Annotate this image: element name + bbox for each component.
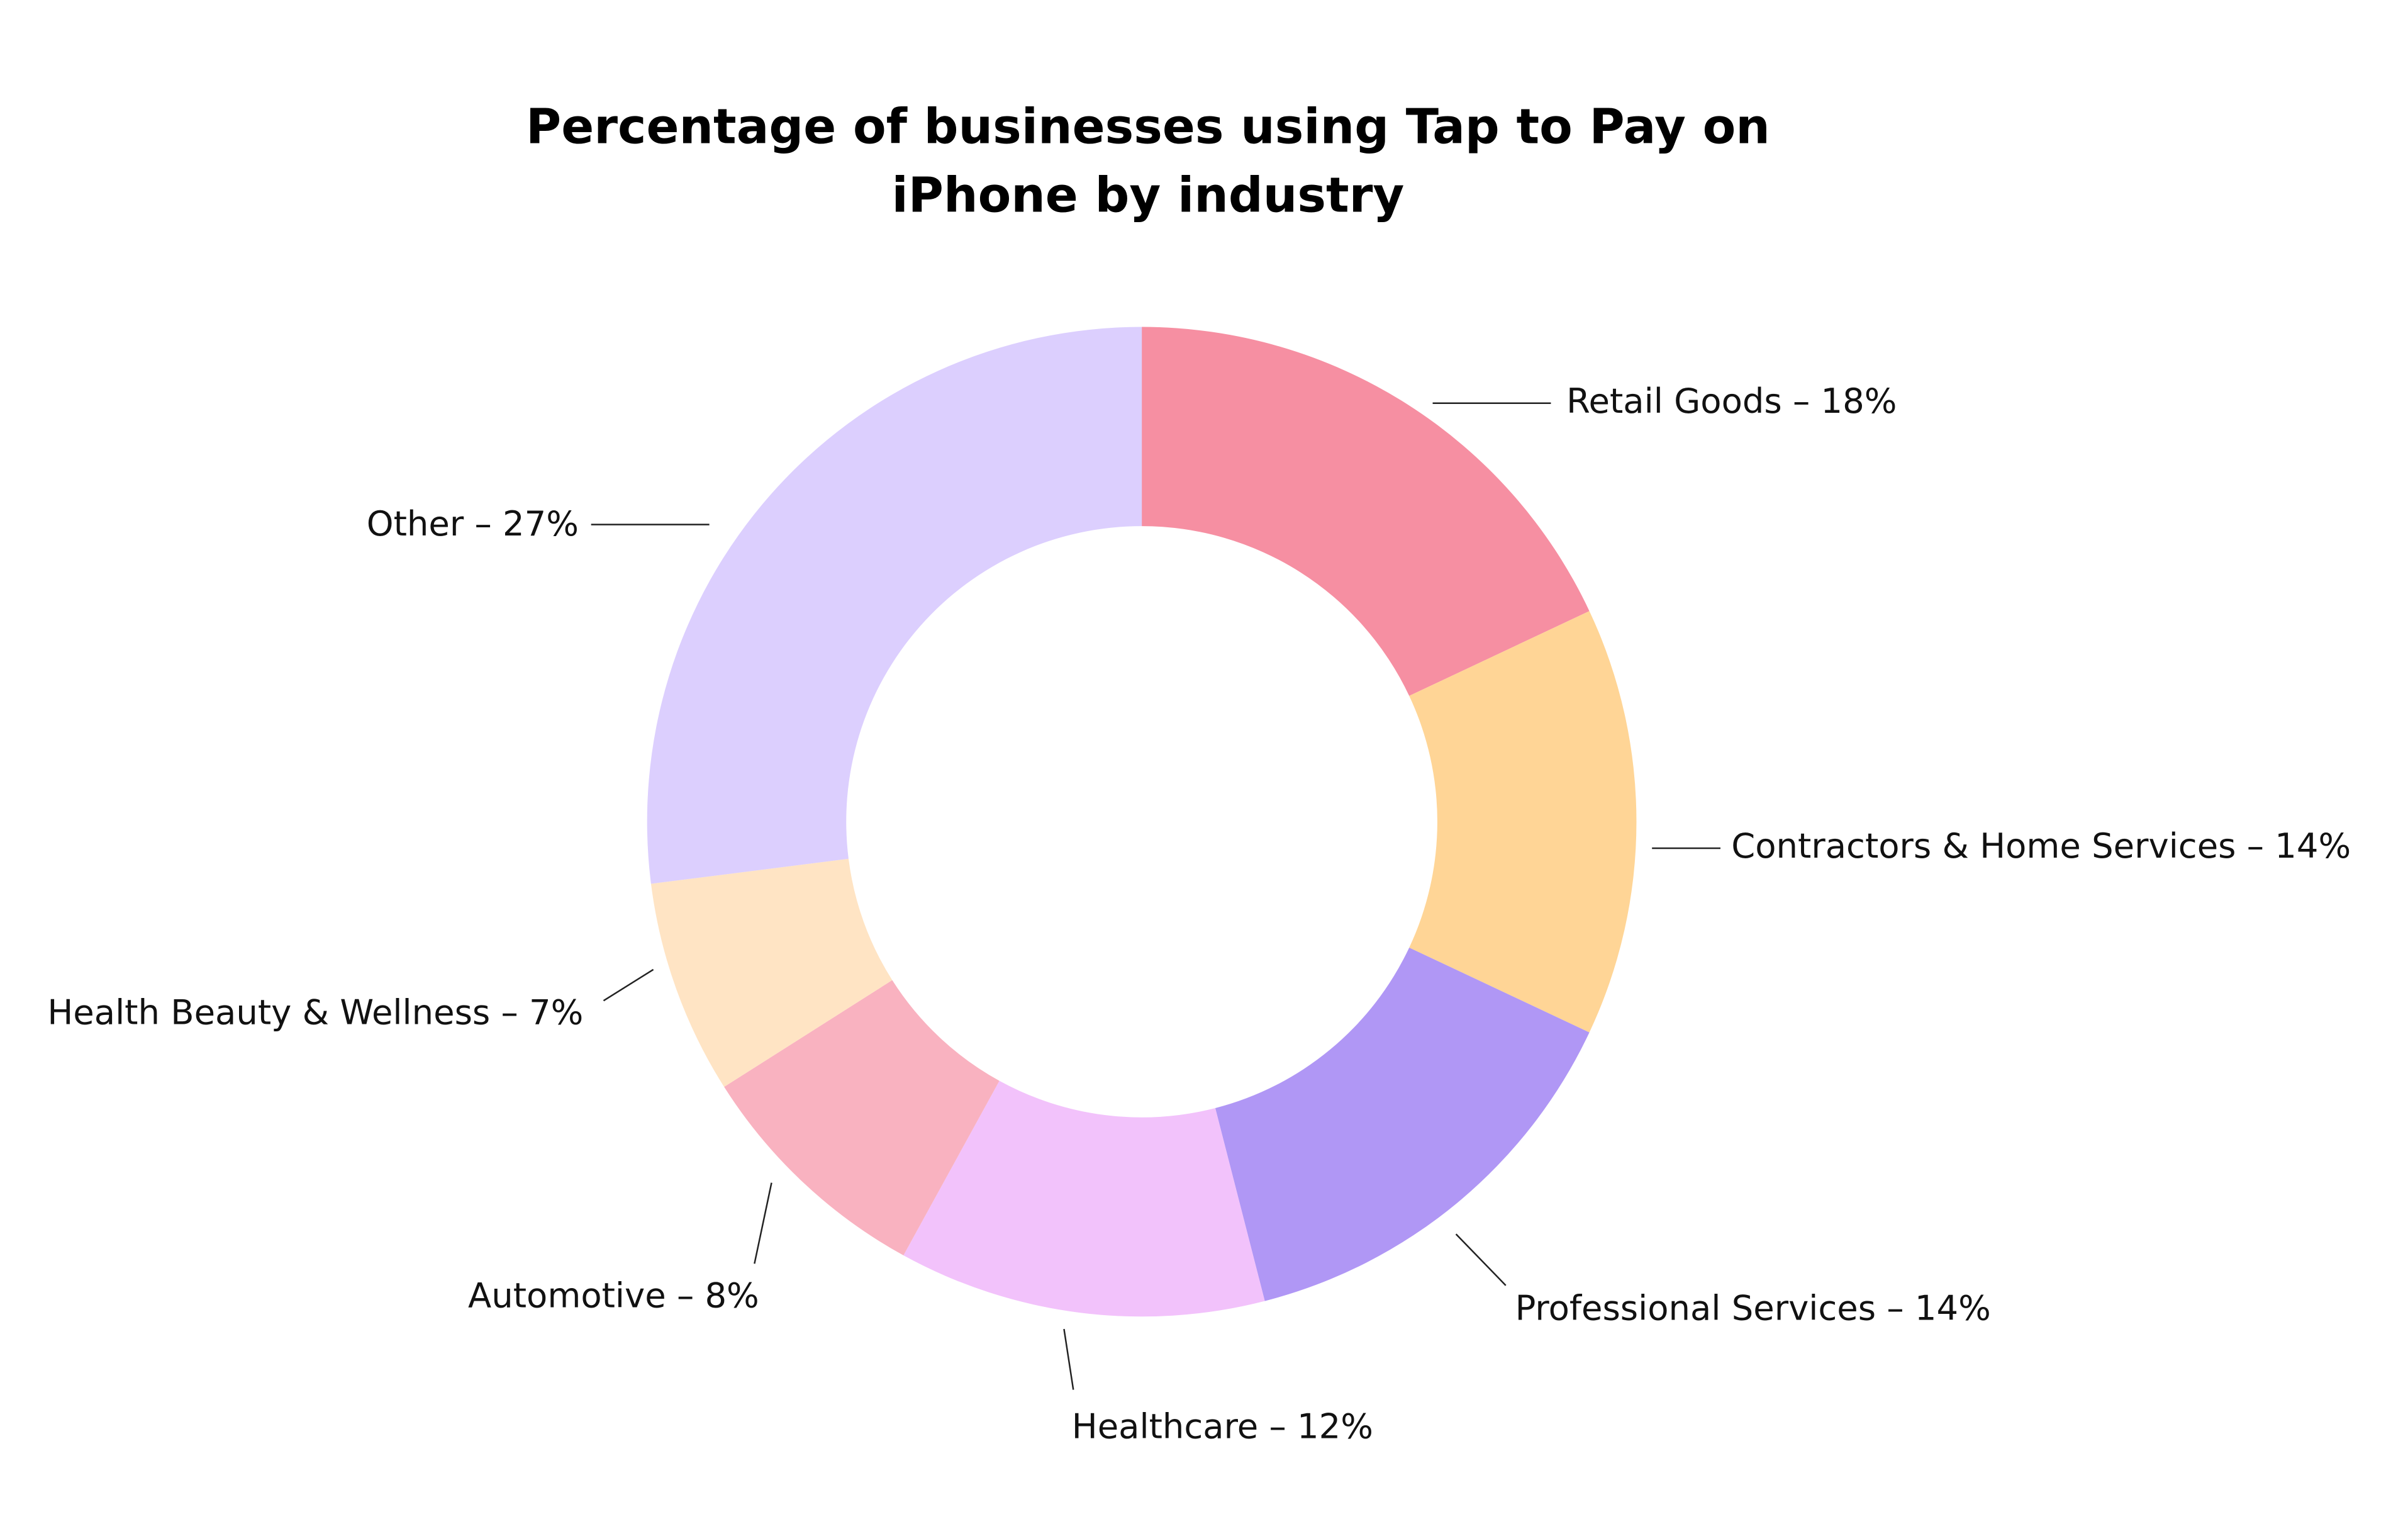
donut-slice [1409, 611, 1637, 1033]
donut-slice [650, 858, 893, 1087]
title-box: Percentage of businesses using Tap to Pa… [526, 99, 1770, 225]
slice-label: Contractors & Home Services – 14% [1731, 826, 2351, 866]
donut-slice [724, 980, 1000, 1256]
donut-slice [903, 1080, 1265, 1317]
donut-slice [1215, 947, 1590, 1301]
chart-title: Percentage of businesses using Tap to Pa… [526, 99, 1770, 225]
slice-label: Health Beauty & Wellness – 7% [47, 993, 583, 1033]
slice-label: Automotive – 8% [468, 1276, 759, 1316]
slice-label: Healthcare – 12% [1072, 1406, 1373, 1446]
leader-line [1455, 1233, 1507, 1286]
slice-label: Retail Goods – 18% [1566, 381, 1897, 421]
slice-label: Other – 27% [367, 504, 579, 544]
donut-slice [1142, 327, 1590, 696]
leader-line [1063, 1328, 1074, 1390]
slice-label: Professional Services – 14% [1515, 1289, 1991, 1328]
leader-line [603, 968, 654, 1002]
donut-slice [647, 327, 1142, 884]
leader-line [754, 1182, 772, 1264]
